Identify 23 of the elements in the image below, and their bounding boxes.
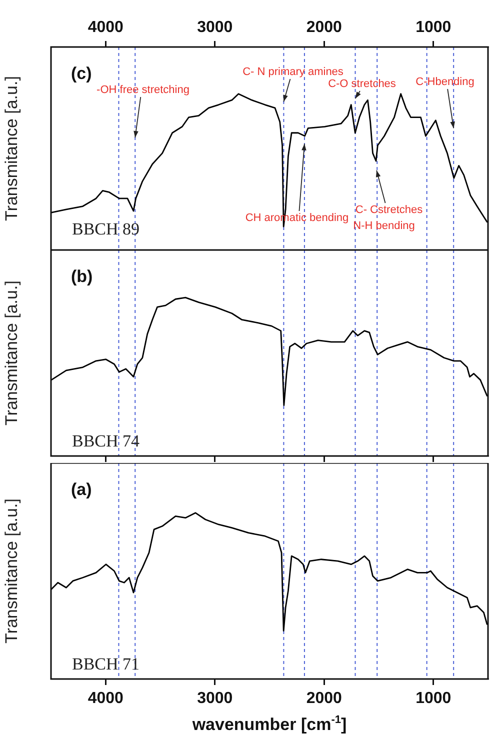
annotation: N-H bending (353, 220, 415, 232)
chart-title: (a) (71, 480, 92, 499)
annotation: BBCH 71 (72, 654, 140, 674)
annotation: BBCH 89 (72, 219, 140, 238)
y-axis-title: Transmitance [a.u.] (2, 280, 21, 426)
x-tick-label: 3000 (197, 690, 233, 708)
x-tick-label: 4000 (88, 18, 124, 36)
x-tick-label: 3000 (197, 18, 233, 36)
x-tick-label: 1000 (416, 690, 452, 708)
y-axis-title: Transmitance [a.u.] (2, 76, 21, 221)
x-tick-label: 4000 (88, 690, 124, 708)
annotation: -OH free stretching (96, 84, 190, 96)
annotation: C-O stretches (328, 78, 396, 90)
chart-title: (b) (71, 267, 93, 286)
annotation: BBCH 74 (72, 431, 140, 450)
annotation: C- N primary amines (242, 66, 344, 78)
annotation: C-Hbending (416, 76, 474, 88)
y-axis-title: Transmitance [a.u.] (2, 498, 21, 644)
annotation: C- Cstretches (355, 204, 424, 216)
x-tick-label: 1000 (416, 18, 452, 36)
x-tick-label: 2000 (306, 690, 342, 708)
chart-title: (c) (71, 64, 92, 83)
x-tick-label: 2000 (306, 18, 342, 36)
